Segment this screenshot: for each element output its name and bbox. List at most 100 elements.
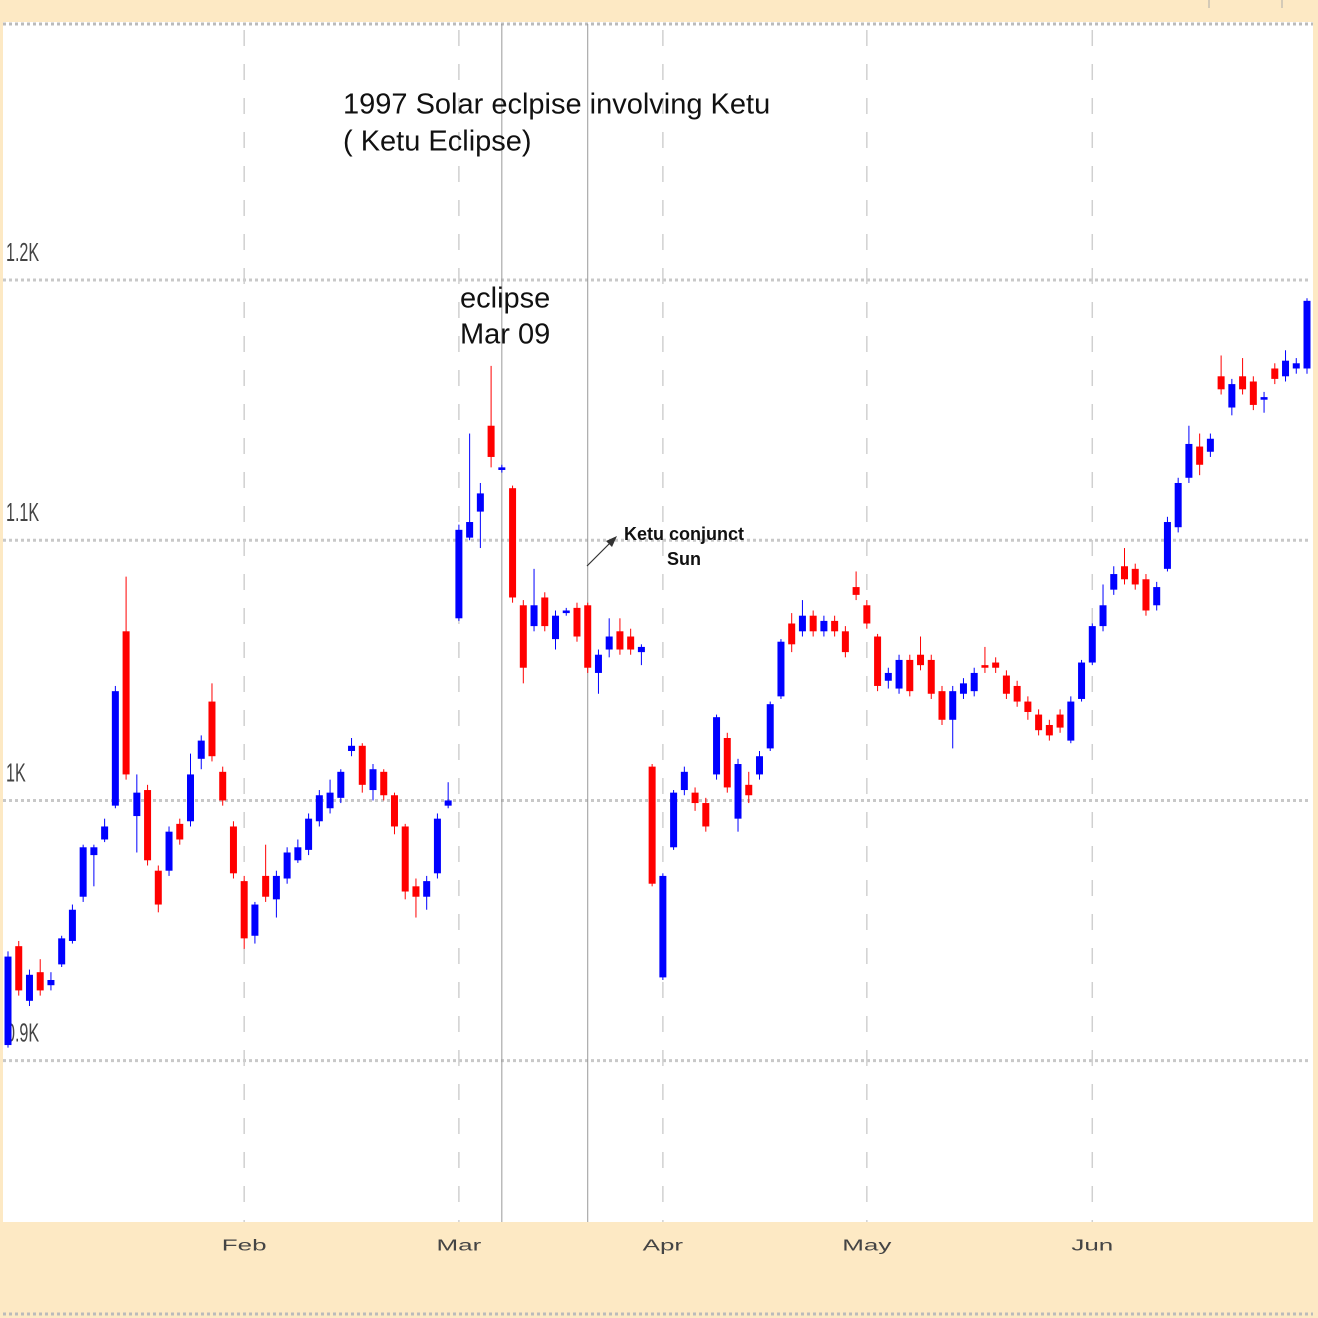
candles <box>4 298 1311 1048</box>
candle-body <box>466 522 474 538</box>
candle-body <box>927 659 935 694</box>
candle-body <box>1174 482 1182 528</box>
plot-area <box>3 22 1313 1222</box>
annotation-arrowhead <box>606 536 617 547</box>
candle-body <box>584 605 592 668</box>
candle-body <box>884 672 892 681</box>
candle-body <box>713 717 721 775</box>
candle-body <box>68 909 76 941</box>
candle-body <box>455 529 463 619</box>
candle-body <box>1282 360 1290 377</box>
candle-body <box>401 826 409 892</box>
y-tick-label: 1.2K <box>6 237 40 267</box>
y-tick-label: 0.9K <box>6 1017 40 1047</box>
candle-body <box>1002 675 1010 694</box>
candle-body <box>337 771 345 798</box>
candle-body <box>917 654 925 666</box>
candle-body <box>1013 685 1021 702</box>
candle-body <box>1260 397 1268 400</box>
candle-body <box>133 792 141 817</box>
candle-body <box>433 818 441 874</box>
candle-body <box>390 795 398 827</box>
candle-body <box>1142 579 1150 611</box>
annotation: Ketu conjunct <box>624 524 744 544</box>
candle-body <box>1088 626 1096 663</box>
candle-body <box>1292 363 1300 369</box>
candle-body <box>187 774 195 822</box>
candle-body <box>294 847 302 861</box>
candle-body <box>1099 605 1107 627</box>
candle-body <box>1067 701 1075 741</box>
candle-body <box>702 803 710 827</box>
candle-body <box>1024 701 1032 712</box>
candle-body <box>541 597 549 627</box>
candle-body <box>552 615 560 640</box>
candle-body <box>380 771 388 796</box>
candle-body <box>197 740 205 759</box>
candle-body <box>680 771 688 791</box>
candle-body <box>616 631 624 650</box>
candle-body <box>358 745 366 785</box>
candle-body <box>476 493 484 512</box>
candle-body <box>154 870 162 905</box>
candle-body <box>144 790 152 861</box>
candle-body <box>745 784 753 796</box>
candle-body <box>1131 568 1139 585</box>
candle-body <box>272 875 280 900</box>
candle-body <box>605 636 613 650</box>
candle-body <box>519 605 527 668</box>
candle-body <box>412 886 420 897</box>
candle-body <box>58 938 66 965</box>
candle-body <box>863 605 871 624</box>
candle-body <box>1185 443 1193 478</box>
candle-body <box>1110 574 1118 590</box>
candle-body <box>820 620 828 632</box>
candle-body <box>777 641 785 697</box>
candle-body <box>1056 714 1064 728</box>
candle-body <box>240 881 248 939</box>
candle-body <box>208 701 216 757</box>
candle-body <box>219 771 227 801</box>
x-tick-label: May <box>842 1235 891 1254</box>
candle-body <box>1045 724 1053 736</box>
x-tick-label: Feb <box>222 1235 267 1254</box>
candle-body <box>809 615 817 632</box>
candle-body <box>229 826 237 874</box>
candle-body <box>1249 381 1257 405</box>
chart-title: 1997 Solar eclpise involving Ketu <box>343 89 770 121</box>
candle-body <box>315 795 323 822</box>
y-tick-label: 1.1K <box>6 497 40 527</box>
candle-body <box>798 615 806 632</box>
candle-body <box>348 745 356 752</box>
candle-body <box>648 766 656 884</box>
candle-body <box>1206 438 1214 452</box>
candle-body <box>1196 446 1204 465</box>
candle-body <box>831 620 839 632</box>
candle-body <box>487 425 495 457</box>
candle-body <box>251 904 259 936</box>
candle-body <box>1153 587 1161 606</box>
candle-body <box>594 654 602 673</box>
candle-body <box>573 607 581 637</box>
candle-body <box>326 792 334 809</box>
candle-body <box>1217 376 1225 390</box>
chart-subtitle: ( Ketu Eclipse) <box>343 126 532 158</box>
x-tick-label: Apr <box>643 1235 683 1254</box>
candle-body <box>509 488 517 598</box>
candle-body <box>981 665 989 668</box>
annotation-arrow <box>586 540 613 567</box>
candle-body <box>959 683 967 694</box>
candle-body <box>283 852 291 879</box>
y-tick-label: 1K <box>6 757 26 787</box>
candle-body <box>122 631 130 775</box>
candle-body <box>1120 566 1128 580</box>
candle-body <box>176 823 184 840</box>
candle-body <box>498 467 506 470</box>
candle-body <box>562 610 570 614</box>
candle-body <box>79 847 87 897</box>
candle-body <box>444 800 452 806</box>
x-tick-label: Mar <box>437 1235 482 1254</box>
candle-body <box>262 875 270 897</box>
candle-body <box>670 792 678 848</box>
